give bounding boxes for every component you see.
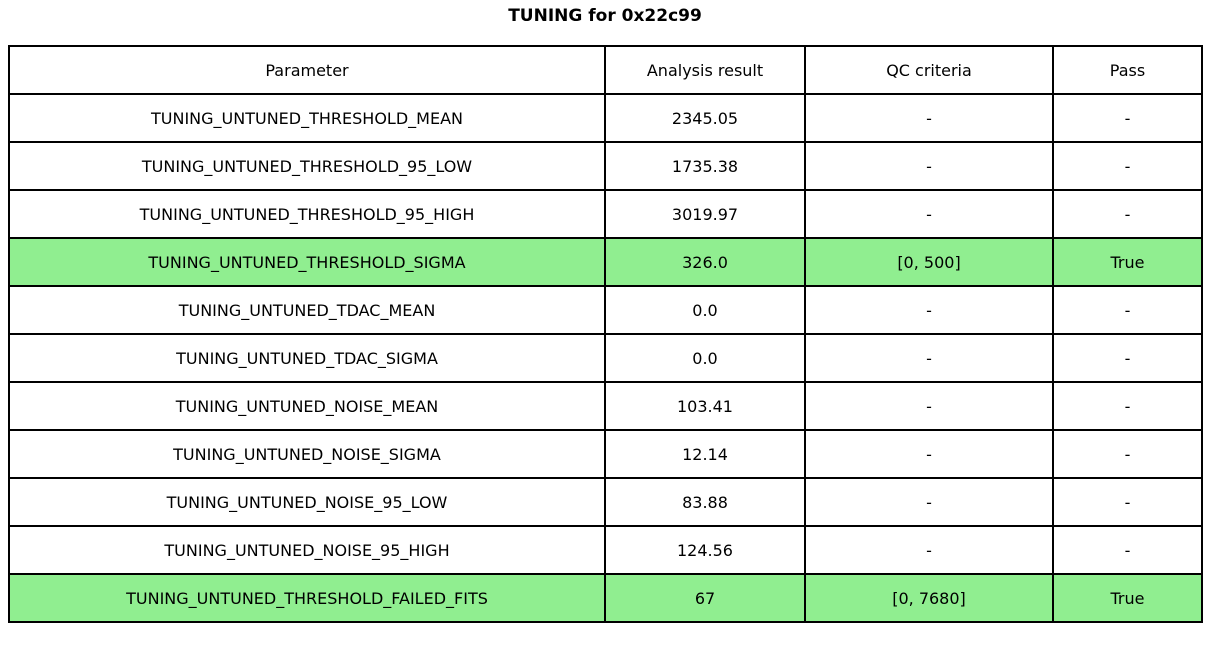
cell-pass: - (1052, 429, 1203, 479)
table-row: TUNING_UNTUNED_NOISE_95_LOW 83.88- - (8, 477, 1203, 527)
cell-parameter: TUNING_UNTUNED_THRESHOLD_MEAN (8, 93, 606, 143)
header-qc-criteria: QC criteria (804, 45, 1054, 95)
header-analysis-result: Analysis result (604, 45, 806, 95)
table-body: TUNING_UNTUNED_THRESHOLD_MEAN 2345.05- - TU… (8, 93, 1203, 623)
cell-qc-criteria: - (804, 333, 1054, 383)
cell-analysis-result: 124.56 (604, 525, 806, 575)
cell-pass: - (1052, 93, 1203, 143)
table-row: TUNING_UNTUNED_TDAC_SIGMA 0.0- - (8, 333, 1203, 383)
table-row: TUNING_UNTUNED_THRESHOLD_FAILED_FITS 67 [0… (8, 573, 1203, 623)
header-row: Parameter Analysis result QC criteria Pa… (8, 45, 1203, 95)
table-row: TUNING_UNTUNED_THRESHOLD_SIGMA 326.0 [0, 5… (8, 237, 1203, 287)
cell-pass: - (1052, 525, 1203, 575)
cell-analysis-result: 83.88 (604, 477, 806, 527)
cell-analysis-result: 2345.05 (604, 93, 806, 143)
cell-analysis-result: 326.0 (604, 237, 806, 287)
table-row: TUNING_UNTUNED_THRESHOLD_95_LOW 1735.38- - (8, 141, 1203, 191)
cell-qc-criteria: - (804, 429, 1054, 479)
cell-analysis-result: 12.14 (604, 429, 806, 479)
cell-parameter: TUNING_UNTUNED_THRESHOLD_95_LOW (8, 141, 606, 191)
cell-analysis-result: 0.0 (604, 285, 806, 335)
cell-qc-criteria: - (804, 189, 1054, 239)
cell-parameter: TUNING_UNTUNED_TDAC_MEAN (8, 285, 606, 335)
cell-analysis-result: 0.0 (604, 333, 806, 383)
cell-parameter: TUNING_UNTUNED_NOISE_95_HIGH (8, 525, 606, 575)
cell-pass: - (1052, 333, 1203, 383)
qc-table: Parameter Analysis result QC criteria Pa… (8, 45, 1203, 623)
cell-parameter: TUNING_UNTUNED_THRESHOLD_FAILED_FITS (8, 573, 606, 623)
cell-qc-criteria: [0, 7680] (804, 573, 1054, 623)
cell-qc-criteria: - (804, 141, 1054, 191)
table-row: TUNING_UNTUNED_NOISE_SIGMA 12.14- - (8, 429, 1203, 479)
cell-pass: - (1052, 477, 1203, 527)
cell-qc-criteria: - (804, 477, 1054, 527)
cell-pass: True (1052, 237, 1203, 287)
table-row: TUNING_UNTUNED_NOISE_95_HIGH 124.56- - (8, 525, 1203, 575)
table-row: TUNING_UNTUNED_THRESHOLD_95_HIGH 3019.97-… (8, 189, 1203, 239)
cell-pass: True (1052, 573, 1203, 623)
cell-pass: - (1052, 141, 1203, 191)
table-row: TUNING_UNTUNED_THRESHOLD_MEAN 2345.05- - (8, 93, 1203, 143)
cell-pass: - (1052, 285, 1203, 335)
cell-qc-criteria: - (804, 285, 1054, 335)
cell-qc-criteria: [0, 500] (804, 237, 1054, 287)
cell-pass: - (1052, 189, 1203, 239)
cell-qc-criteria: - (804, 381, 1054, 431)
cell-qc-criteria: - (804, 93, 1054, 143)
cell-parameter: TUNING_UNTUNED_NOISE_95_LOW (8, 477, 606, 527)
header-pass: Pass (1052, 45, 1203, 95)
table-row: TUNING_UNTUNED_NOISE_MEAN 103.41- - (8, 381, 1203, 431)
cell-qc-criteria: - (804, 525, 1054, 575)
cell-analysis-result: 67 (604, 573, 806, 623)
cell-parameter: TUNING_UNTUNED_TDAC_SIGMA (8, 333, 606, 383)
cell-parameter: TUNING_UNTUNED_NOISE_SIGMA (8, 429, 606, 479)
cell-analysis-result: 3019.97 (604, 189, 806, 239)
cell-parameter: TUNING_UNTUNED_NOISE_MEAN (8, 381, 606, 431)
header-parameter: Parameter (8, 45, 606, 95)
cell-parameter: TUNING_UNTUNED_THRESHOLD_95_HIGH (8, 189, 606, 239)
table-row: TUNING_UNTUNED_TDAC_MEAN 0.0- - (8, 285, 1203, 335)
cell-analysis-result: 103.41 (604, 381, 806, 431)
cell-parameter: TUNING_UNTUNED_THRESHOLD_SIGMA (8, 237, 606, 287)
page-title: TUNING for 0x22c99 (508, 6, 702, 26)
cell-analysis-result: 1735.38 (604, 141, 806, 191)
cell-pass: - (1052, 381, 1203, 431)
